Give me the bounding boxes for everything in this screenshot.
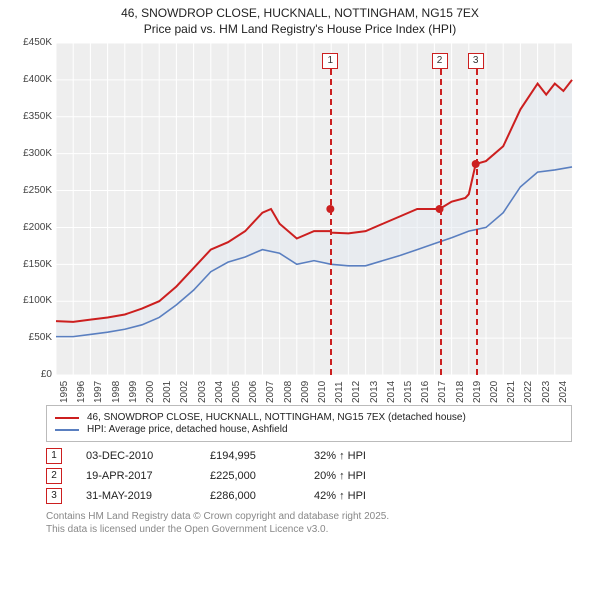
marker-dashed-line [330,69,332,375]
transaction-diff: 32% ↑ HPI [314,450,366,462]
x-tick-label: 2012 [351,381,362,403]
transaction-date: 03-DEC-2010 [86,450,186,462]
x-tick-label: 2009 [300,381,311,403]
x-tick-label: 2004 [214,381,225,403]
x-tick-label: 2007 [265,381,276,403]
x-tick-label: 2015 [403,381,414,403]
transaction-marker: 3 [46,488,62,504]
y-tick-label: £400K [12,74,52,85]
x-tick-label: 2008 [283,381,294,403]
legend: 46, SNOWDROP CLOSE, HUCKNALL, NOTTINGHAM… [46,405,572,442]
x-tick-label: 1998 [111,381,122,403]
y-tick-label: £0 [12,369,52,380]
transaction-price: £194,995 [210,450,290,462]
transaction-marker: 1 [46,448,62,464]
transaction-date: 31-MAY-2019 [86,490,186,502]
x-tick-label: 2014 [386,381,397,403]
x-tick-label: 2019 [472,381,483,403]
legend-swatch [55,417,79,419]
legend-row: HPI: Average price, detached house, Ashf… [55,424,563,435]
transaction-row: 1 03-DEC-2010 £194,995 32% ↑ HPI [46,448,572,464]
transaction-diff: 42% ↑ HPI [314,490,366,502]
x-tick-label: 2001 [162,381,173,403]
marker-number-box: 2 [432,53,448,69]
title-line-2: Price paid vs. HM Land Registry's House … [10,22,590,38]
chart-title: 46, SNOWDROP CLOSE, HUCKNALL, NOTTINGHAM… [0,0,600,39]
legend-swatch [55,429,79,431]
transaction-diff: 20% ↑ HPI [314,470,366,482]
transaction-marker: 2 [46,468,62,484]
transaction-price: £286,000 [210,490,290,502]
footer-attribution: Contains HM Land Registry data © Crown c… [46,510,572,536]
transaction-row: 3 31-MAY-2019 £286,000 42% ↑ HPI [46,488,572,504]
legend-label: 46, SNOWDROP CLOSE, HUCKNALL, NOTTINGHAM… [87,412,466,423]
y-tick-label: £450K [12,37,52,48]
x-tick-label: 2003 [197,381,208,403]
marker-number-box: 3 [468,53,484,69]
y-tick-label: £250K [12,185,52,196]
x-tick-label: 2022 [523,381,534,403]
y-tick-label: £150K [12,259,52,270]
transactions-table: 1 03-DEC-2010 £194,995 32% ↑ HPI 2 19-APR-201… [46,448,572,504]
marker-dashed-line [440,69,442,375]
marker-dashed-line [476,69,478,375]
transaction-price: £225,000 [210,470,290,482]
transaction-row: 2 19-APR-2017 £225,000 20% ↑ HPI [46,468,572,484]
footer-line-1: Contains HM Land Registry data © Crown c… [46,510,572,523]
y-tick-label: £50K [12,332,52,343]
chart-area: £0 £50K £100K £150K £200K £250K £300K £350K £400… [10,39,590,399]
y-tick-label: £100K [12,295,52,306]
x-tick-label: 1995 [59,381,70,403]
y-tick-label: £200K [12,222,52,233]
y-tick-label: £300K [12,148,52,159]
marker-number-box: 1 [322,53,338,69]
x-tick-label: 2006 [248,381,259,403]
x-tick-label: 2013 [369,381,380,403]
legend-row: 46, SNOWDROP CLOSE, HUCKNALL, NOTTINGHAM… [55,412,563,423]
x-tick-label: 1997 [93,381,104,403]
x-tick-label: 2020 [489,381,500,403]
x-tick-label: 2010 [317,381,328,403]
x-tick-label: 2017 [437,381,448,403]
x-tick-label: 2018 [455,381,466,403]
x-tick-label: 2002 [179,381,190,403]
footer-line-2: This data is licensed under the Open Gov… [46,523,572,536]
x-tick-label: 2016 [420,381,431,403]
x-tick-label: 2005 [231,381,242,403]
chart-svg [10,39,590,399]
legend-label: HPI: Average price, detached house, Ashf… [87,424,288,435]
x-tick-label: 1996 [76,381,87,403]
title-line-1: 46, SNOWDROP CLOSE, HUCKNALL, NOTTINGHAM… [10,6,590,22]
x-tick-label: 2023 [541,381,552,403]
x-tick-label: 2011 [334,382,345,404]
transaction-date: 19-APR-2017 [86,470,186,482]
y-tick-label: £350K [12,111,52,122]
x-tick-label: 2021 [506,381,517,403]
x-tick-label: 1999 [128,381,139,403]
x-tick-label: 2024 [558,381,569,403]
x-tick-label: 2000 [145,381,156,403]
